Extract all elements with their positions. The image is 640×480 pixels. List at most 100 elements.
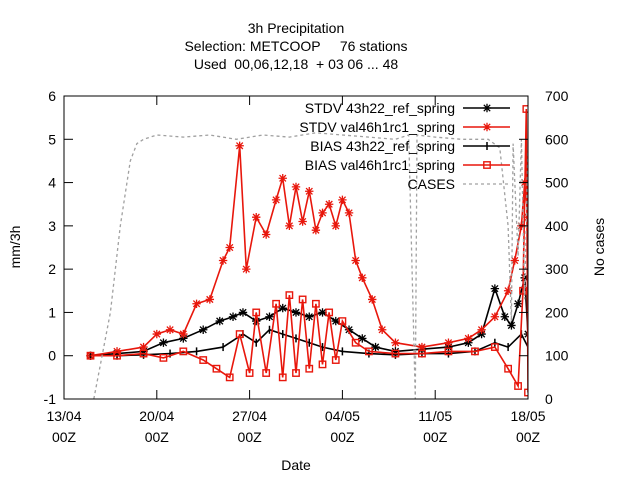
series-0-point-shape xyxy=(477,329,486,339)
y2-tick-label: 700 xyxy=(545,88,569,104)
series-3-point-shape xyxy=(444,347,453,356)
y2-tick-label: 400 xyxy=(545,218,569,234)
series-1-point xyxy=(331,221,340,231)
series-2 xyxy=(89,325,528,360)
series-0-point xyxy=(159,338,168,347)
y-axis-label: mm/3h xyxy=(7,226,23,269)
series-0-point-shape xyxy=(344,325,354,334)
x-tick-label-date: 20/04 xyxy=(139,408,174,424)
series-0-point xyxy=(344,325,354,334)
series-1-point-shape xyxy=(298,217,307,226)
y-tick-label: 4 xyxy=(48,175,56,191)
series-3-point-shape xyxy=(504,364,513,373)
series-1-point-shape xyxy=(503,286,513,295)
series-1-point-shape xyxy=(368,295,377,304)
series-1-point xyxy=(464,334,473,343)
x-tick-label-date: 04/05 xyxy=(325,408,360,424)
series-0-point-shape xyxy=(507,321,516,330)
series-1-point-shape xyxy=(139,342,148,352)
x-tick-label-hour: 00Z xyxy=(516,429,541,445)
series-1-point xyxy=(261,230,271,239)
series-3-point-shape xyxy=(212,364,221,373)
legend: STDV 43h22_ref_spring STDV val46h1rc1_spr… xyxy=(299,100,510,192)
series-3-point-shape xyxy=(365,347,373,356)
series-3-point-shape xyxy=(311,299,320,308)
series-3-point-shape xyxy=(351,338,360,347)
series-1-point xyxy=(291,182,301,192)
series-3-point xyxy=(391,349,400,358)
series-3-point-shape xyxy=(338,317,347,325)
series-1-point-shape xyxy=(192,299,201,308)
x-tick-label-hour: 00Z xyxy=(423,429,448,445)
series-1-point xyxy=(285,221,294,231)
series-1-point xyxy=(242,264,251,274)
series-3-point xyxy=(245,369,254,377)
series-1-point-shape xyxy=(331,221,340,231)
series-3-point xyxy=(212,364,221,373)
series-3-point-shape xyxy=(514,382,522,390)
series-1-point-shape xyxy=(285,221,294,231)
series-0-point-shape xyxy=(371,342,380,352)
series-1-point-shape xyxy=(179,329,188,339)
series-3-point-shape xyxy=(325,308,334,317)
series-0-point xyxy=(265,312,274,321)
y2-tick-label: 100 xyxy=(545,348,569,364)
series-1-point-shape xyxy=(444,338,453,347)
x-tick-label-date: 13/04 xyxy=(46,408,81,424)
series-4 xyxy=(93,132,528,399)
series-1-point-shape xyxy=(351,256,360,265)
series-1-point-shape xyxy=(112,347,122,356)
series-0-point xyxy=(252,316,261,326)
legend-marker-3 xyxy=(483,161,491,169)
series-0-point xyxy=(477,329,486,339)
series-3-point xyxy=(305,364,314,373)
series-0-point xyxy=(513,299,523,308)
legend-label-3: BIAS val46h1rc1_spring xyxy=(305,157,455,173)
series-0-point-shape xyxy=(513,299,523,308)
series-0-point xyxy=(228,312,238,321)
series-0-point-shape xyxy=(179,334,188,343)
series-3-point xyxy=(318,360,327,369)
series-3-point xyxy=(262,369,271,377)
series-1-point xyxy=(311,225,321,235)
series-1-point xyxy=(271,195,281,205)
y2-tick-label: 0 xyxy=(545,391,553,407)
series-1-point xyxy=(278,174,287,183)
series-1-point xyxy=(377,325,387,334)
series-3-point xyxy=(490,343,499,351)
x-axis-label: Date xyxy=(281,457,311,473)
x-axis-ticks: 13/04 00Z 20/04 00Z 27/04 00Z 04/05 00Z 11/05 00Z… xyxy=(46,96,546,445)
series-3-point xyxy=(272,299,281,308)
series-1-point-shape xyxy=(218,256,228,265)
series-3-point xyxy=(519,286,527,295)
series-3-point xyxy=(225,373,234,382)
series-3-point xyxy=(252,308,261,317)
series-1-point xyxy=(477,325,486,334)
series-3-point xyxy=(113,351,121,360)
series-3-point-shape xyxy=(235,330,244,338)
series-0-point-shape xyxy=(215,316,224,326)
series-3-point xyxy=(139,349,148,358)
series-3-point xyxy=(311,299,320,308)
series-3-point-shape xyxy=(199,356,208,364)
series-1-point xyxy=(503,286,513,295)
y2-tick-label: 300 xyxy=(545,261,569,277)
series-1-point xyxy=(338,195,347,205)
x-tick-label-hour: 00Z xyxy=(238,429,263,445)
series-1-point-shape xyxy=(344,208,354,218)
series-0-point-shape xyxy=(278,303,287,313)
plot-frame xyxy=(63,95,529,400)
series-1-point-shape xyxy=(377,325,387,334)
series-1-point xyxy=(417,342,427,352)
series-1-point xyxy=(351,256,360,265)
y-axis-ticks: -1 0 1 2 3 4 5 6 xyxy=(44,88,73,407)
y-tick-label: 5 xyxy=(48,131,56,147)
y-tick-label: 2 xyxy=(48,261,56,277)
series-0-point xyxy=(179,334,188,343)
series-1-point xyxy=(490,312,500,321)
series-3-point-shape xyxy=(225,373,234,382)
series-1-point xyxy=(368,295,377,304)
legend-label-2: BIAS 43h22_ref_spring xyxy=(310,138,455,154)
series-layer xyxy=(86,105,528,399)
series-1-point xyxy=(324,200,334,209)
